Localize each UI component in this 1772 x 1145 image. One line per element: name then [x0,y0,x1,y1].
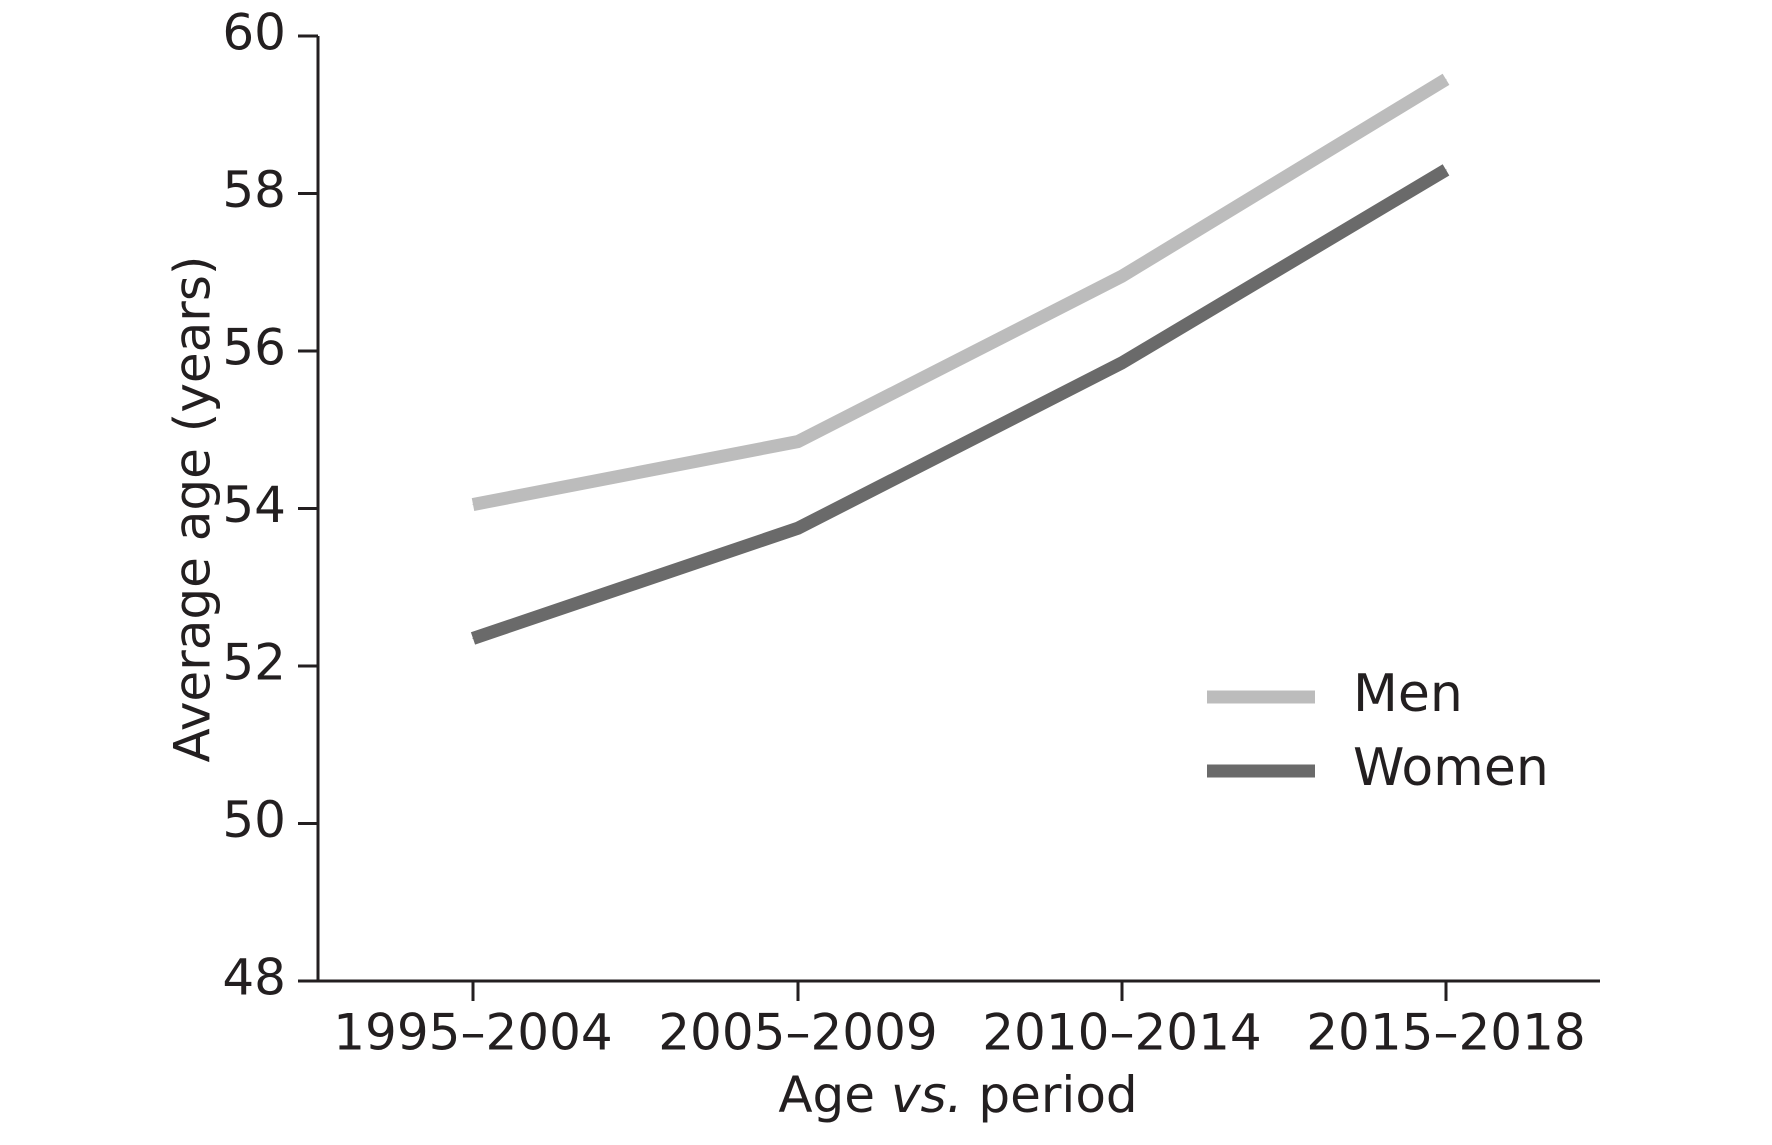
y-tick-label: 54 [222,476,286,534]
y-tick-label: 60 [222,4,286,62]
data-point-men [472,504,474,506]
x-axis-title-part-3: period [962,1066,1137,1124]
data-point-women [1121,362,1123,364]
x-tick-label: 2005–2009 [658,1004,938,1062]
data-point-men [1121,275,1123,277]
x-ticks: 1995–2004 2005–2009 2010–2014 2015–2018 [333,981,1586,1062]
x-axis-title-part-1: Age [778,1066,891,1124]
series-lines [470,73,1450,645]
y-tick-label: 48 [222,949,286,1007]
legend-label-men: Men [1353,664,1463,724]
x-axis-title: Age vs. period [778,1066,1137,1124]
legend: Men Women [1207,664,1549,798]
x-axis-title-italic: vs. [891,1066,963,1124]
data-point-women [797,527,799,529]
series-line-men [471,73,1450,511]
data-point-women [472,637,474,639]
x-tick-label: 2010–2014 [982,1004,1262,1062]
y-tick-label: 56 [222,319,286,377]
y-tick-label: 58 [222,161,286,219]
data-point-men [797,441,799,443]
data-point-men [1445,78,1447,80]
y-ticks: 48 50 52 54 56 58 60 [222,4,318,1007]
y-tick-label: 50 [222,791,286,849]
x-tick-label: 2015–2018 [1306,1004,1586,1062]
series-line-women [470,164,1450,645]
axes [316,36,1600,983]
y-tick-label: 52 [222,634,286,692]
y-axis-title: Average age (years) [164,256,222,763]
x-tick-label: 1995–2004 [333,1004,613,1062]
data-point-women [1445,169,1447,171]
legend-label-women: Women [1353,738,1549,798]
